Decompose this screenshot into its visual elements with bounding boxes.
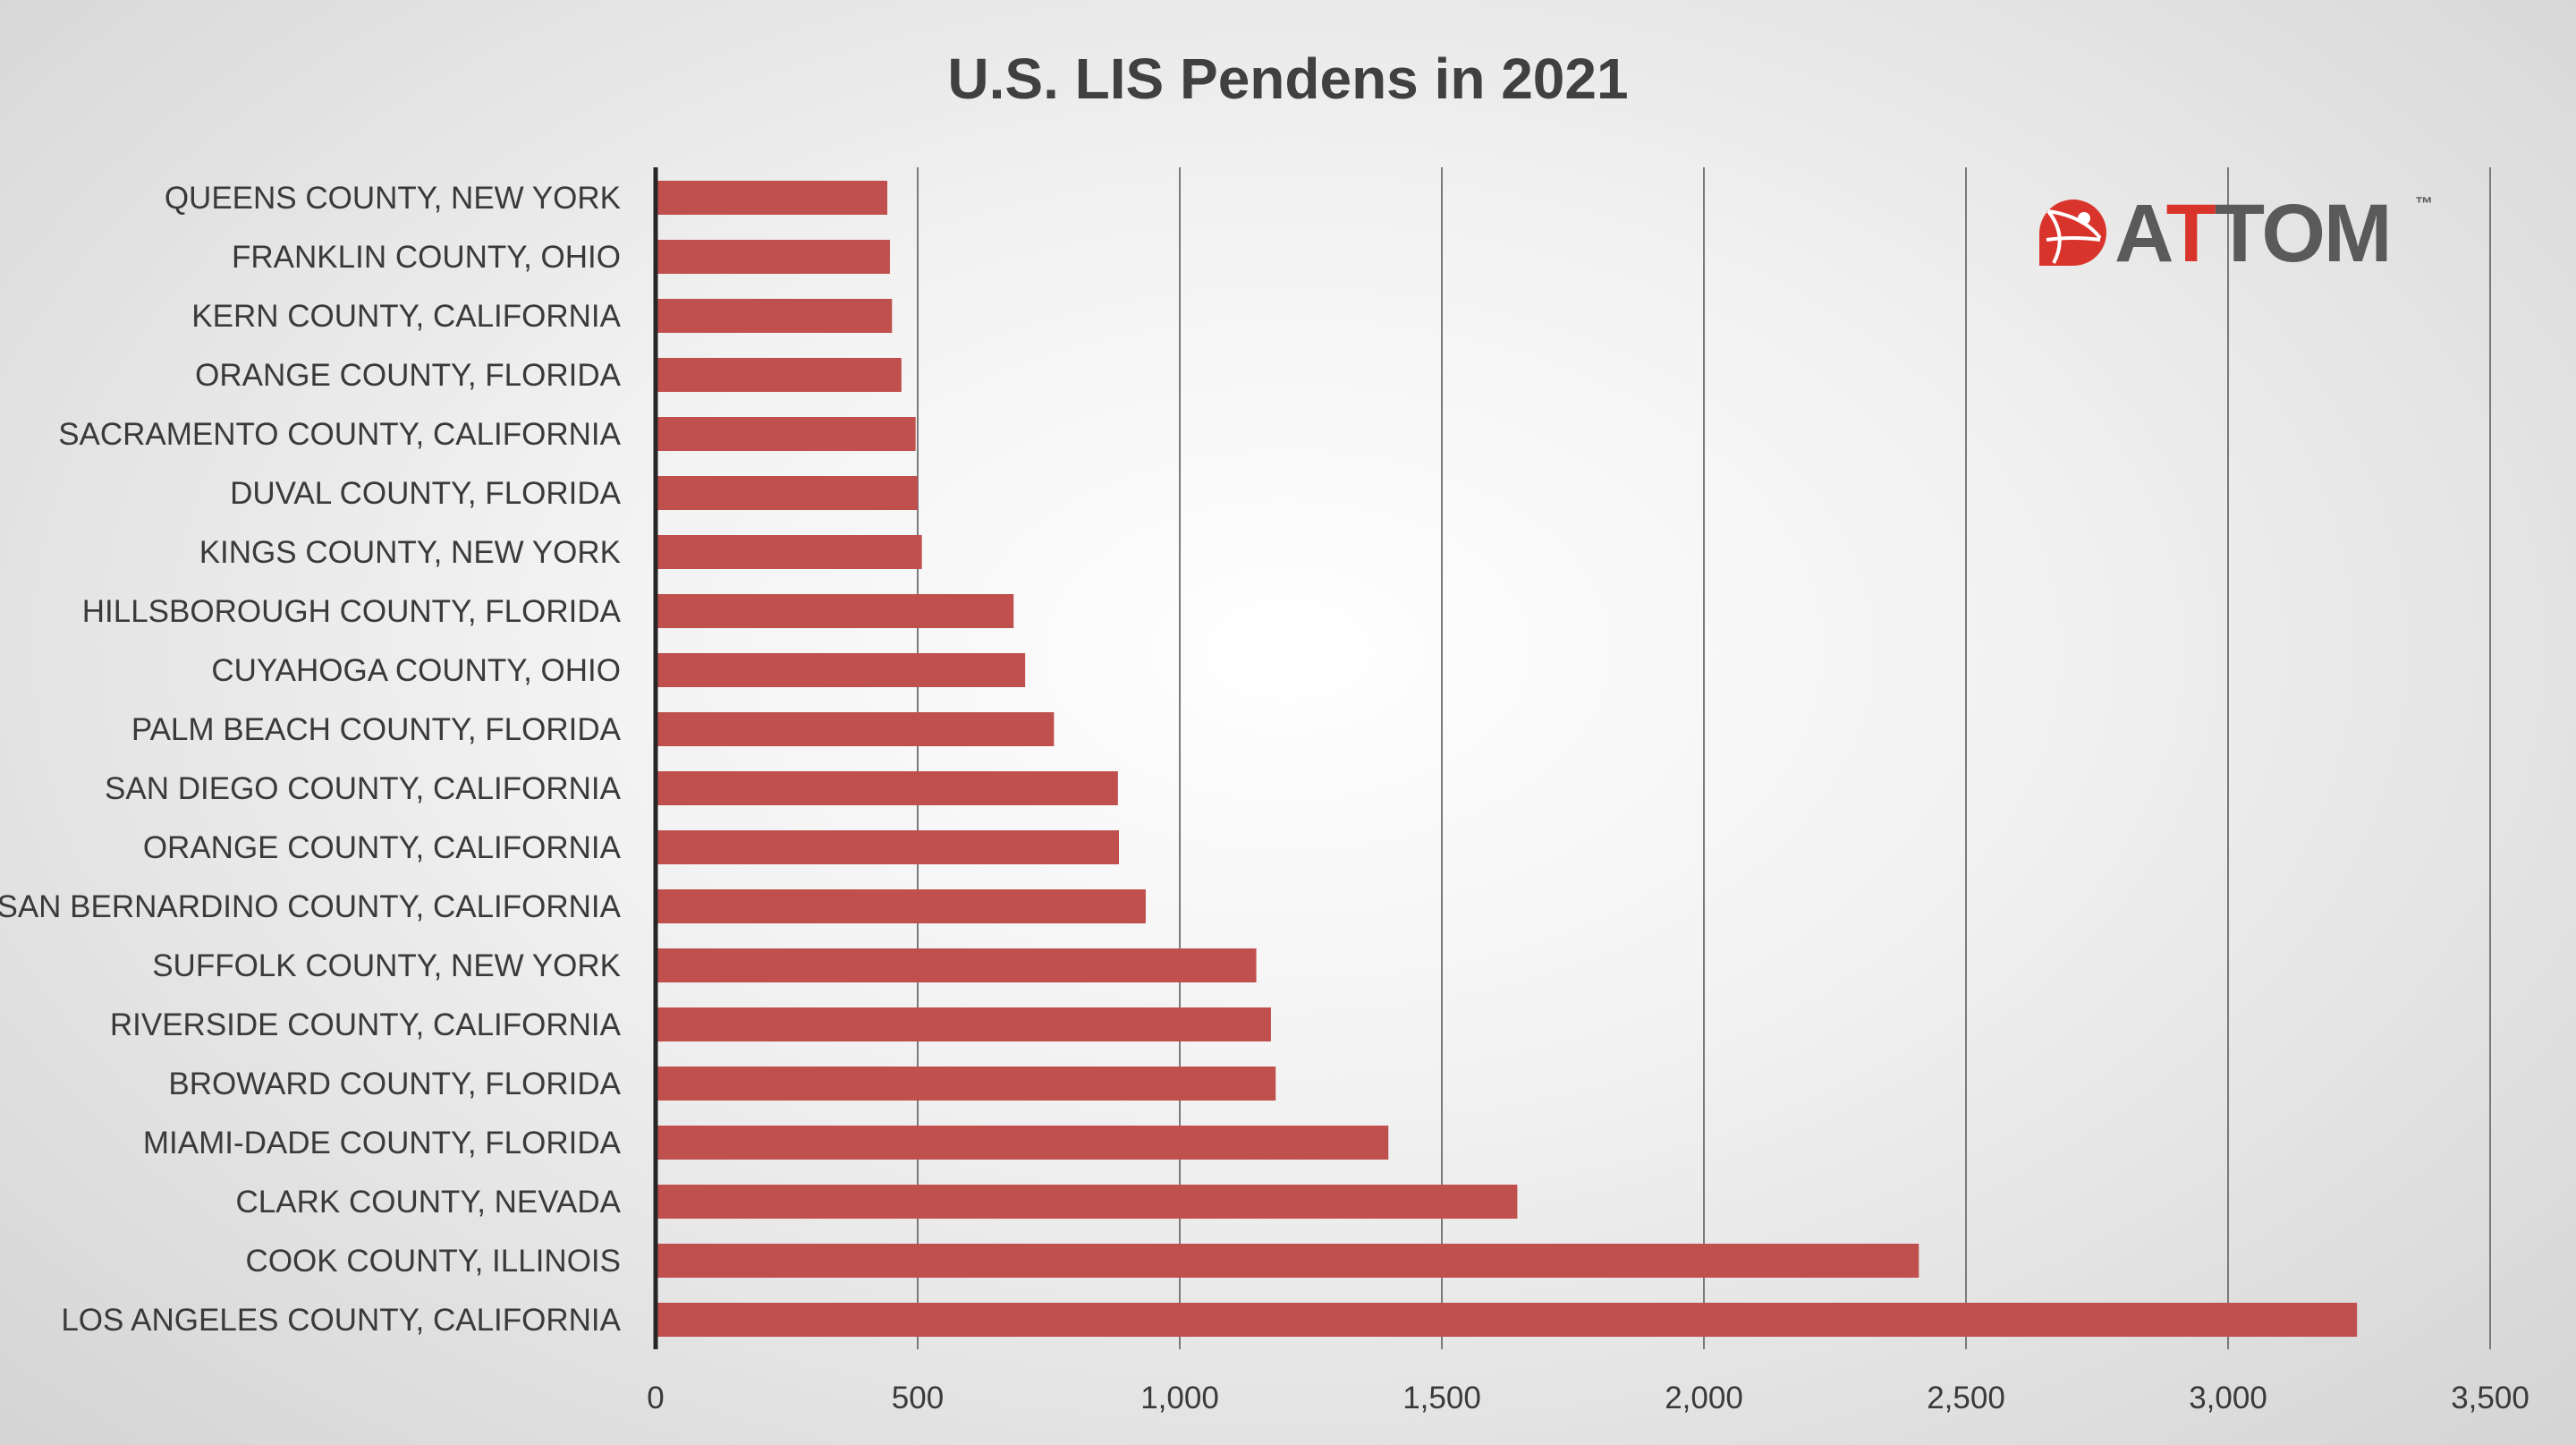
bar	[656, 417, 916, 451]
bar	[656, 358, 902, 392]
category-label: KINGS COUNTY, NEW YORK	[199, 535, 621, 570]
category-label: ORANGE COUNTY, CALIFORNIA	[143, 830, 622, 865]
x-tick-label: 1,000	[1140, 1381, 1219, 1415]
x-tick-label: 2,000	[1665, 1381, 1743, 1415]
bar	[656, 476, 918, 510]
bar	[656, 240, 890, 274]
x-tick-label: 2,500	[1927, 1381, 2005, 1415]
category-labels: QUEENS COUNTY, NEW YORK FRANKLIN COUNTY, …	[0, 181, 622, 1338]
bar	[656, 712, 1055, 746]
bar	[656, 889, 1146, 923]
bar	[656, 594, 1014, 628]
category-label: KERN COUNTY, CALIFORNIA	[191, 299, 621, 334]
category-label: CUYAHOGA COUNTY, OHIO	[211, 653, 621, 688]
category-label: ORANGE COUNTY, FLORIDA	[195, 358, 621, 393]
bars	[656, 181, 2358, 1337]
trademark-symbol: ™	[2415, 194, 2433, 214]
x-tick-label: 1,500	[1402, 1381, 1481, 1415]
category-label: CLARK COUNTY, NEVADA	[236, 1185, 622, 1220]
x-tick-label: 500	[892, 1381, 944, 1415]
bar	[656, 771, 1118, 805]
x-tick-labels: 0 500 1,000 1,500 2,000 2,500 3,000 3,500	[647, 1381, 2529, 1415]
gridlines	[917, 167, 2491, 1349]
category-label: SUFFOLK COUNTY, NEW YORK	[152, 948, 621, 983]
bar	[656, 535, 922, 569]
category-label: MIAMI-DADE COUNTY, FLORIDA	[143, 1126, 622, 1160]
bar	[656, 948, 1257, 982]
bar	[656, 830, 1120, 864]
category-label: PALM BEACH COUNTY, FLORIDA	[131, 712, 622, 747]
category-label: QUEENS COUNTY, NEW YORK	[165, 181, 621, 216]
bar	[656, 181, 888, 215]
bar	[656, 653, 1026, 687]
category-label: SAN DIEGO COUNTY, CALIFORNIA	[105, 771, 622, 806]
bar	[656, 1126, 1389, 1160]
x-tick-label: 3,000	[2189, 1381, 2267, 1415]
x-tick-label: 3,500	[2451, 1381, 2529, 1415]
category-label: COOK COUNTY, ILLINOIS	[246, 1244, 621, 1279]
bar	[656, 1244, 1919, 1278]
chart-title: U.S. LIS Pendens in 2021	[947, 47, 1628, 111]
bar	[656, 1185, 1518, 1219]
attom-globe-icon	[2039, 199, 2106, 266]
bar	[656, 1067, 1276, 1101]
category-label: DUVAL COUNTY, FLORIDA	[230, 476, 622, 511]
category-label: FRANKLIN COUNTY, OHIO	[232, 240, 621, 275]
category-label: HILLSBOROUGH COUNTY, FLORIDA	[82, 594, 622, 629]
category-label: SACRAMENTO COUNTY, CALIFORNIA	[58, 417, 621, 452]
bar	[656, 1007, 1271, 1041]
category-label: RIVERSIDE COUNTY, CALIFORNIA	[110, 1007, 622, 1042]
x-tick-label: 0	[647, 1381, 664, 1415]
category-label: BROWARD COUNTY, FLORIDA	[168, 1067, 621, 1101]
category-label: LOS ANGELES COUNTY, CALIFORNIA	[61, 1303, 621, 1338]
bar	[656, 299, 893, 333]
bar	[656, 1303, 2358, 1337]
category-label: SAN BERNARDINO COUNTY, CALIFORNIA	[0, 889, 622, 924]
attom-wordmark: ATTOM	[2114, 188, 2391, 279]
attom-logo: ATTOM ™	[2039, 188, 2433, 279]
